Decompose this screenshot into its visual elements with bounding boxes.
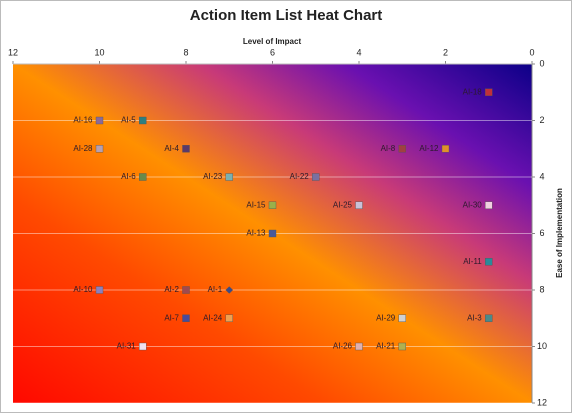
point-label: AI-7: [164, 313, 179, 322]
point-label: AI-21: [376, 342, 396, 351]
point: [225, 314, 233, 322]
point: [398, 342, 406, 351]
x-tick-label: 6: [270, 47, 275, 57]
x-axis-title: Level of Impact: [243, 37, 302, 46]
point-label: AI-23: [203, 172, 223, 181]
point-label: AI-12: [419, 144, 439, 153]
x-tick-label: 2: [443, 47, 448, 57]
point: [485, 258, 493, 266]
y-tick-label: 6: [539, 228, 544, 238]
point: [398, 145, 406, 153]
point-label: AI-6: [121, 172, 136, 181]
point: [485, 88, 493, 96]
y-tick-label: 12: [537, 397, 547, 407]
point: [268, 201, 277, 209]
y-tick-label: 8: [539, 284, 544, 294]
point: [225, 173, 233, 181]
point: [485, 201, 493, 209]
y-tick-label: 0: [539, 58, 544, 68]
point-label: AI-1: [208, 285, 223, 294]
point: [485, 314, 493, 322]
point: [182, 286, 190, 294]
point: [95, 145, 104, 153]
point: [312, 173, 320, 181]
point: [139, 173, 147, 181]
x-tick-label: 10: [94, 47, 104, 57]
y-tick-label: 4: [539, 171, 544, 181]
point: [95, 116, 104, 125]
x-tick-label: 12: [8, 47, 18, 57]
point-label: AI-25: [333, 200, 353, 209]
point-label: AI-16: [73, 116, 93, 125]
point: [268, 229, 277, 238]
point: [182, 314, 190, 322]
x-tick-label: 0: [529, 47, 534, 57]
point-label: AI-22: [290, 172, 310, 181]
point: [139, 116, 147, 125]
point-label: AI-10: [73, 285, 93, 294]
point-label: AI-29: [376, 313, 396, 322]
point-label: AI-3: [467, 313, 482, 322]
point-label: AI-24: [203, 313, 223, 322]
x-tick-label: 8: [183, 47, 188, 57]
point-label: AI-5: [121, 116, 136, 125]
point-label: AI-15: [246, 200, 266, 209]
point-label: AI-28: [73, 144, 93, 153]
point-label: AI-13: [246, 229, 266, 238]
point: [441, 145, 450, 153]
point-label: AI-4: [164, 144, 179, 153]
point: [182, 145, 190, 153]
point: [355, 342, 363, 351]
point: [139, 342, 147, 351]
point: [95, 286, 104, 294]
point-label: AI-8: [381, 144, 396, 153]
point-label: AI-18: [463, 87, 483, 96]
point: [355, 201, 363, 209]
point-label: AI-31: [117, 342, 137, 351]
y-tick-label: 10: [537, 341, 547, 351]
chart-title: Action Item List Heat Chart: [190, 7, 383, 24]
point-label: AI-26: [333, 342, 353, 351]
point-label: AI-2: [164, 285, 179, 294]
point-label: AI-30: [463, 200, 483, 209]
point: [398, 314, 406, 322]
y-axis-title: Ease of Implementation: [555, 188, 564, 278]
x-tick-label: 4: [356, 47, 361, 57]
point: [225, 286, 234, 294]
point-label: AI-11: [463, 257, 482, 266]
y-tick-label: 2: [539, 115, 544, 125]
